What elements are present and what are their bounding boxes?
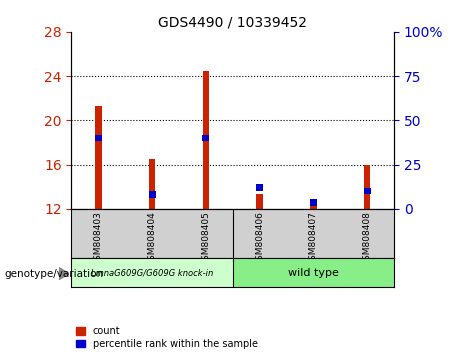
Bar bbox=[364, 188, 371, 194]
Bar bbox=[203, 70, 209, 209]
Bar bbox=[310, 206, 317, 209]
Bar bbox=[95, 106, 101, 209]
Bar bbox=[202, 135, 209, 141]
Bar bbox=[71, 258, 233, 287]
Polygon shape bbox=[59, 268, 69, 280]
Text: GSM808408: GSM808408 bbox=[363, 211, 372, 266]
Bar bbox=[95, 135, 102, 141]
Text: GSM808405: GSM808405 bbox=[201, 211, 210, 266]
Bar bbox=[310, 199, 317, 206]
Bar bbox=[233, 258, 394, 287]
Text: GSM808406: GSM808406 bbox=[255, 211, 264, 266]
Legend: count, percentile rank within the sample: count, percentile rank within the sample bbox=[77, 326, 258, 349]
Text: GSM808404: GSM808404 bbox=[148, 211, 157, 266]
Text: GSM808403: GSM808403 bbox=[94, 211, 103, 266]
Title: GDS4490 / 10339452: GDS4490 / 10339452 bbox=[158, 15, 307, 29]
Bar bbox=[148, 192, 156, 198]
Bar bbox=[256, 184, 263, 191]
Text: wild type: wild type bbox=[288, 268, 339, 278]
Bar bbox=[149, 159, 155, 209]
Bar bbox=[256, 194, 263, 209]
Text: genotype/variation: genotype/variation bbox=[5, 269, 104, 279]
Text: LmnaG609G/G609G knock-in: LmnaG609G/G609G knock-in bbox=[91, 268, 213, 277]
Bar bbox=[364, 165, 371, 209]
Text: GSM808407: GSM808407 bbox=[309, 211, 318, 266]
